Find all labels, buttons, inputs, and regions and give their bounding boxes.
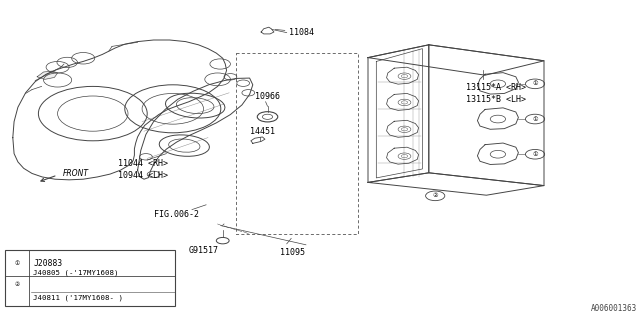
Text: 13115*A <RH>
13115*B <LH>: 13115*A <RH> 13115*B <LH>	[466, 83, 526, 104]
Text: J40805 (-'17MY1608): J40805 (-'17MY1608)	[33, 269, 119, 276]
Text: ②: ②	[15, 282, 20, 287]
Bar	[5, 250, 175, 306]
Text: ①: ①	[532, 152, 538, 157]
Text: 11084: 11084	[289, 28, 314, 37]
Text: 14451: 14451	[250, 127, 275, 136]
Text: ②: ②	[433, 193, 438, 198]
Text: G91517: G91517	[189, 246, 219, 255]
Text: ①: ①	[532, 81, 538, 86]
Text: ①: ①	[532, 116, 538, 122]
Text: FIG.006-2: FIG.006-2	[154, 210, 198, 219]
Polygon shape	[37, 71, 58, 79]
Text: ①: ①	[15, 260, 20, 266]
Text: 11044 <RH>
10944 <LH>: 11044 <RH> 10944 <LH>	[118, 159, 168, 180]
Text: 11095: 11095	[280, 248, 305, 257]
Text: J40811 ('17MY1608- ): J40811 ('17MY1608- )	[33, 294, 124, 301]
Text: FRONT: FRONT	[63, 169, 89, 178]
Text: A006001363: A006001363	[591, 304, 637, 313]
Text: J20883: J20883	[33, 259, 63, 268]
Text: 10966: 10966	[255, 92, 280, 100]
